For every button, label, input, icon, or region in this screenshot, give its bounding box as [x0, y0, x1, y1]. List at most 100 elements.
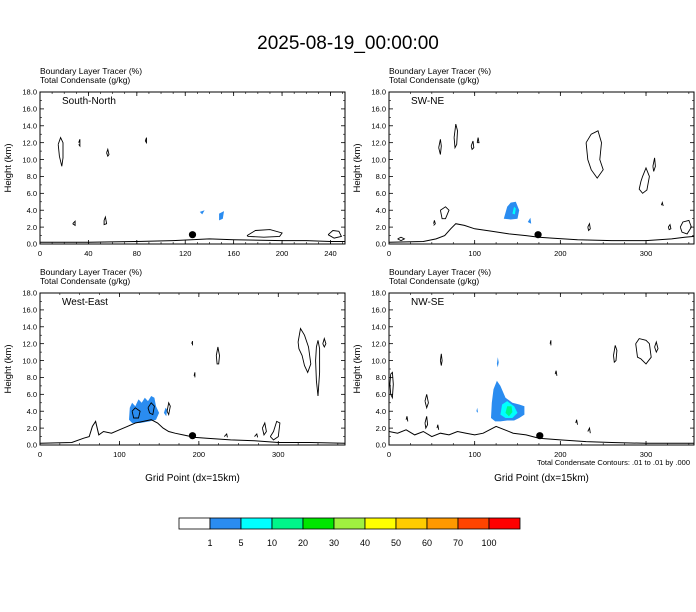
x-tick-label: 200 — [554, 249, 567, 258]
condensate-contour — [575, 419, 578, 425]
y-tick-label: 16.0 — [22, 105, 37, 114]
condensate-contour — [191, 340, 193, 346]
colorbar-swatch — [240, 517, 273, 530]
y-tick-label: 14.0 — [371, 121, 386, 130]
condensate-contour — [261, 421, 267, 436]
condensate-contour — [57, 136, 64, 167]
y-tick-label: 16.0 — [371, 105, 386, 114]
condensate-contour — [322, 337, 327, 349]
condensate-contour — [78, 139, 81, 148]
colorbar-swatch — [364, 517, 397, 530]
y-axis-label: Height (km) — [352, 344, 363, 393]
y-tick-label: 4.0 — [376, 206, 386, 215]
panel-west-east: Boundary Layer Tracer (%)Total Condensat… — [3, 267, 346, 484]
y-tick-label: 0.0 — [376, 240, 386, 249]
x-tick-label: 160 — [227, 249, 240, 258]
x-tick-label: 0 — [38, 450, 42, 459]
location-marker — [534, 231, 542, 239]
condensate-contour — [439, 206, 450, 220]
panel-header-line: Total Condensate (g/kg) — [389, 75, 479, 85]
condensate-contour — [405, 416, 409, 422]
y-tick-label: 4.0 — [376, 407, 386, 416]
colorbar: 1 5 10 20 30 40 50 60 70 100 — [178, 517, 521, 548]
condensate-contour — [166, 401, 171, 417]
condensate-contour — [587, 426, 591, 434]
y-tick-label: 4.0 — [27, 407, 37, 416]
x-tick-label: 300 — [272, 450, 285, 459]
y-tick-label: 8.0 — [376, 373, 386, 382]
y-tick-label: 10.0 — [371, 155, 386, 164]
terrain-line — [40, 419, 345, 444]
condensate-contour — [585, 130, 604, 179]
tracer-shade — [512, 206, 516, 215]
colorbar-label: 10 — [267, 538, 277, 548]
data-layer — [389, 338, 694, 444]
y-tick-label: 0.0 — [376, 441, 386, 450]
condensate-contour — [549, 340, 552, 346]
condensate-contour — [397, 236, 406, 242]
y-axis-label: Height (km) — [352, 143, 363, 192]
y-axis-label: Height (km) — [3, 143, 14, 192]
y-tick-label: 6.0 — [27, 189, 37, 198]
panel-header-line: Total Condensate (g/kg) — [40, 75, 130, 85]
y-tick-label: 12.0 — [22, 339, 37, 348]
tracer-shade — [476, 407, 479, 413]
colorbar-swatch — [395, 517, 428, 530]
condensate-contour — [654, 340, 659, 354]
condensate-contour — [297, 327, 312, 374]
x-tick-label: 200 — [276, 249, 289, 258]
condensate-contour — [215, 346, 220, 365]
cross-section-label: South-North — [62, 96, 116, 107]
condensate-contour — [315, 340, 321, 397]
condensate-contour — [103, 215, 108, 226]
y-tick-label: 16.0 — [22, 306, 37, 315]
data-layer — [40, 136, 345, 243]
x-tick-label: 300 — [640, 249, 653, 258]
y-tick-label: 16.0 — [371, 306, 386, 315]
colorbar-label: 5 — [238, 538, 243, 548]
colorbar-swatch — [209, 517, 242, 530]
colorbar-swatch — [333, 517, 366, 530]
y-axis-label: Height (km) — [3, 344, 14, 393]
condensate-contour — [660, 201, 664, 207]
condensate-contour — [638, 166, 650, 194]
tracer-shade — [527, 217, 532, 224]
x-tick-label: 0 — [38, 249, 42, 258]
x-tick-label: 240 — [324, 249, 337, 258]
y-tick-label: 18.0 — [371, 289, 386, 298]
colorbar-label: 40 — [360, 538, 370, 548]
y-tick-label: 4.0 — [27, 206, 37, 215]
y-tick-label: 10.0 — [22, 155, 37, 164]
data-layer — [40, 327, 345, 444]
y-tick-label: 18.0 — [371, 88, 386, 97]
condensate-contour — [72, 220, 76, 227]
tracer-shade — [199, 210, 205, 215]
condensate-contour — [587, 222, 591, 232]
x-tick-label: 120 — [179, 249, 192, 258]
tracer-shade — [163, 407, 168, 417]
location-marker — [188, 231, 197, 239]
colorbar-swatch — [457, 517, 490, 530]
cross-section-label: West-East — [62, 297, 108, 308]
condensate-contour — [254, 433, 259, 438]
panel-header-line: Total Condensate (g/kg) — [389, 276, 479, 286]
y-tick-label: 0.0 — [27, 240, 37, 249]
y-tick-label: 12.0 — [371, 138, 386, 147]
panel-header-line: Boundary Layer Tracer (%) — [389, 267, 491, 277]
x-tick-label: 40 — [84, 249, 92, 258]
colorbar-label: 60 — [422, 538, 432, 548]
cross-section-label: SW-NE — [411, 96, 444, 107]
condensate-contour — [223, 433, 228, 438]
colorbar-swatch — [271, 517, 304, 530]
x-axis-label: Grid Point (dx=15km) — [494, 473, 589, 484]
y-tick-label: 8.0 — [376, 172, 386, 181]
x-tick-label: 100 — [113, 450, 126, 459]
colorbar-label: 100 — [481, 538, 496, 548]
x-tick-label: 0 — [387, 450, 391, 459]
condensate-contour — [667, 223, 672, 231]
y-tick-label: 14.0 — [22, 322, 37, 331]
y-tick-label: 2.0 — [376, 424, 386, 433]
tracer-shade — [503, 201, 520, 220]
condensate-contour — [613, 345, 618, 364]
